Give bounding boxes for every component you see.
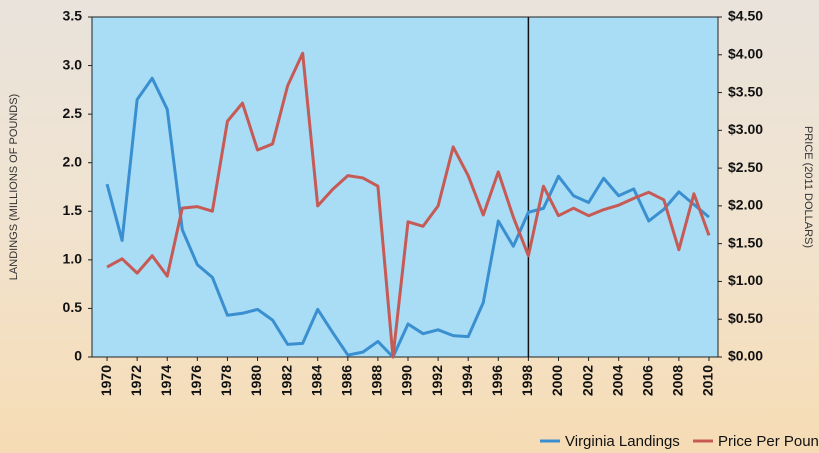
series-line xyxy=(106,51,711,359)
y2-tick-label: $1.00 xyxy=(728,272,763,288)
x-tick-label: 1982 xyxy=(278,365,294,396)
x-tick-label: 1998 xyxy=(519,365,535,396)
y2-tick-label: $3.00 xyxy=(728,121,763,137)
y-tick-label: 2.5 xyxy=(63,105,83,121)
y-axis-title: LANDINGS (MILLIONS OF POUNDS) xyxy=(8,94,20,280)
y-tick-label: 1.5 xyxy=(63,202,83,218)
x-tick-label: 2004 xyxy=(609,365,625,396)
x-tick-label: 1986 xyxy=(339,365,355,396)
y2-tick-label: $0.50 xyxy=(728,310,763,326)
y-tick-label: 2.0 xyxy=(63,153,83,169)
legend-label: Virginia Landings xyxy=(565,433,680,450)
x-tick-label: 1970 xyxy=(98,365,114,396)
x-tick-label: 1990 xyxy=(399,365,415,396)
y-tick-label: 0.5 xyxy=(63,299,83,315)
legend-label: Price Per Pound xyxy=(718,433,819,450)
y2-tick-label: $4.00 xyxy=(728,45,763,61)
y2-tick-label: $4.50 xyxy=(728,8,763,24)
x-tick-label: 2000 xyxy=(549,365,565,396)
y-tick-label: 3.5 xyxy=(63,8,83,24)
y-tick-label: 0 xyxy=(74,348,82,364)
x-tick-label: 1988 xyxy=(369,365,385,396)
x-tick-label: 1974 xyxy=(158,365,174,396)
plot-area xyxy=(91,16,719,358)
x-tick-label: 1978 xyxy=(218,365,234,396)
y-tick-label: 1.0 xyxy=(63,251,83,267)
y2-tick-label: $3.50 xyxy=(728,83,763,99)
x-tick-label: 2008 xyxy=(670,365,686,396)
x-tick-label: 2010 xyxy=(700,365,716,396)
x-tick-label: 1976 xyxy=(188,365,204,396)
x-tick-label: 1984 xyxy=(308,365,324,396)
x-tick-label: 1994 xyxy=(459,365,475,396)
y2-tick-label: $1.50 xyxy=(728,234,763,250)
series-line xyxy=(105,76,710,359)
x-tick-label: 2006 xyxy=(639,365,655,396)
x-tick-label: 2002 xyxy=(579,365,595,396)
y2-tick-label: $2.00 xyxy=(728,197,763,213)
y2-axis-title: PRICE (2011 DOLLARS) xyxy=(802,126,814,248)
x-tick-label: 1980 xyxy=(248,365,264,396)
y2-tick-label: $0.00 xyxy=(728,348,763,364)
x-tick-label: 1996 xyxy=(489,365,505,396)
x-tick-label: 1992 xyxy=(429,365,445,396)
y-tick-label: 3.0 xyxy=(63,56,83,72)
x-tick-label: 1972 xyxy=(128,365,144,396)
y2-tick-label: $2.50 xyxy=(728,159,763,175)
